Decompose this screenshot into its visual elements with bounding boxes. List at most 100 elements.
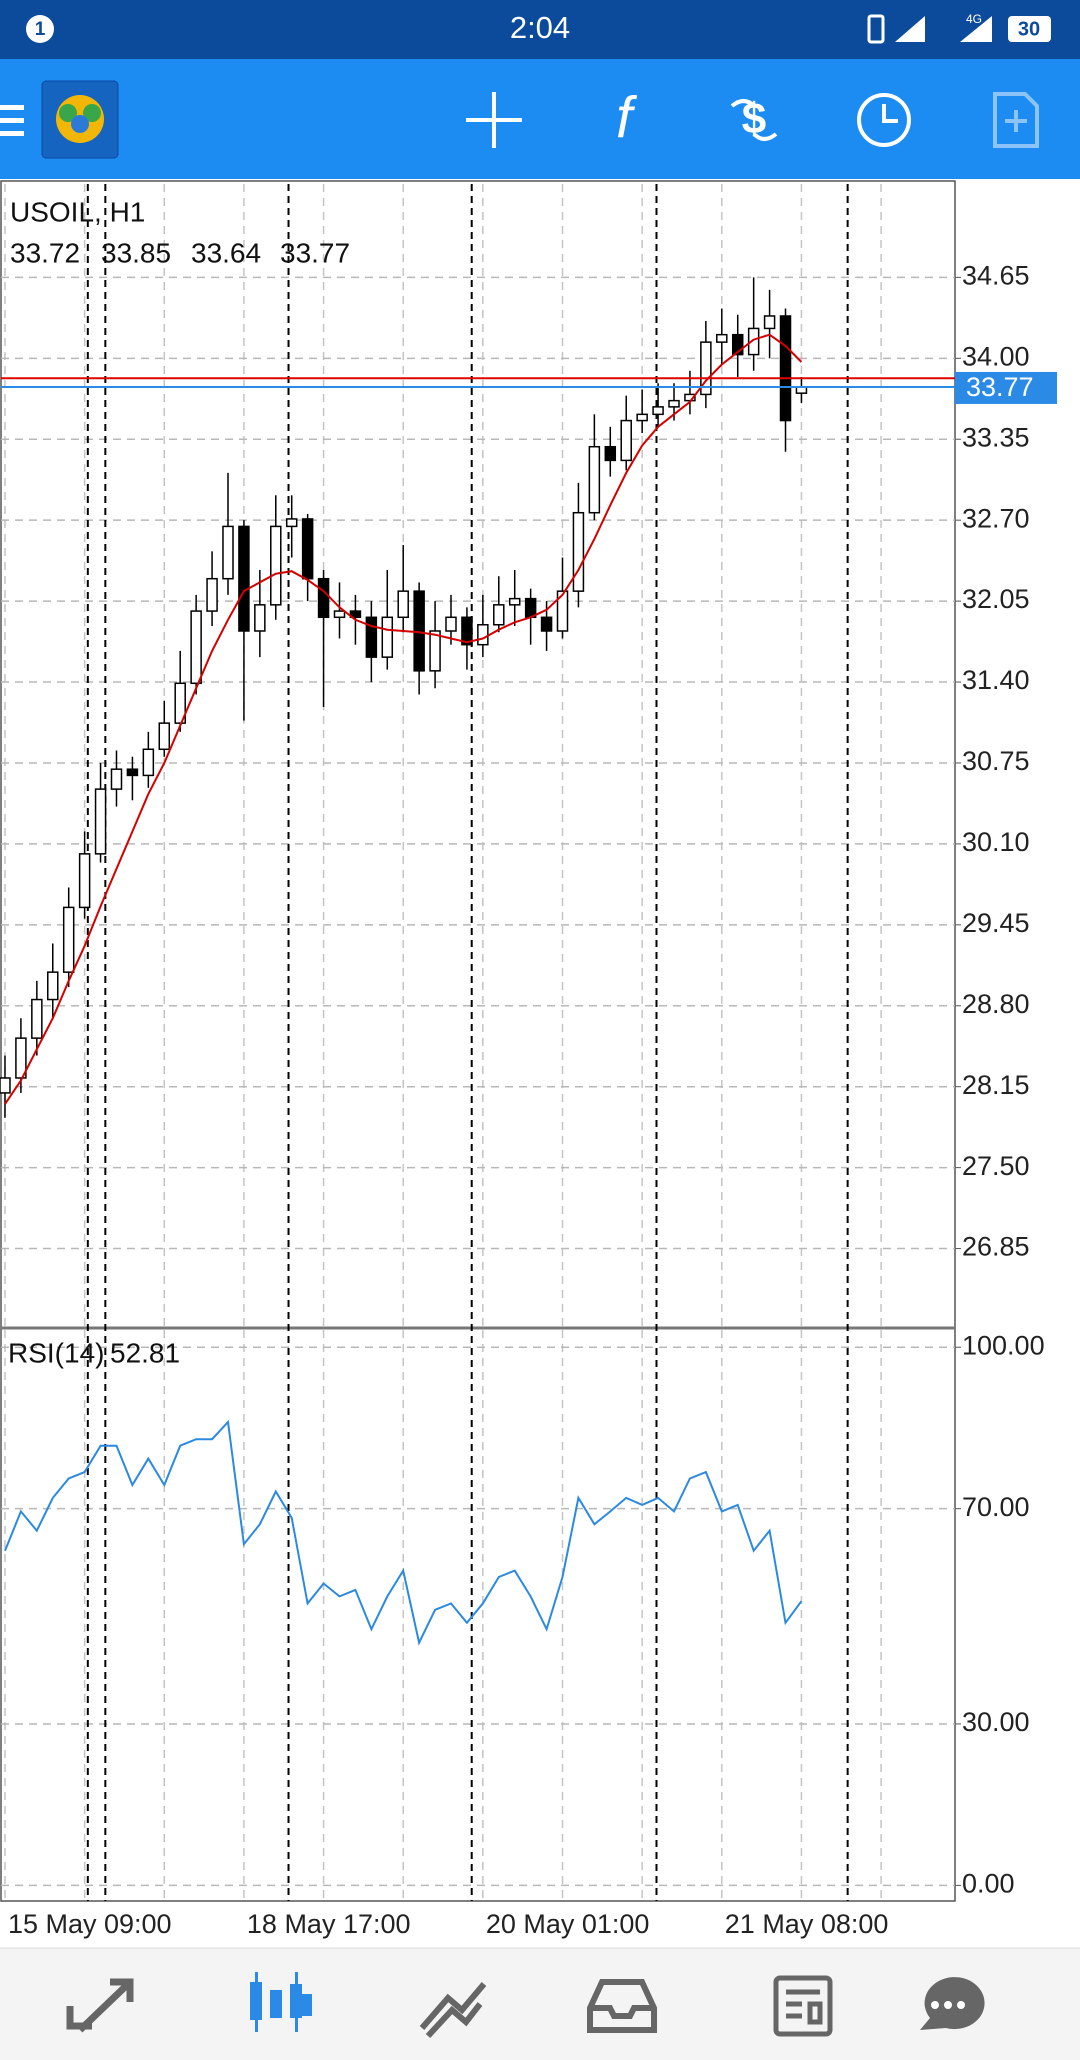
candle-body — [47, 971, 59, 1001]
candle-body — [604, 445, 617, 462]
candle-body — [31, 998, 43, 1039]
nav-trade[interactable] — [419, 1982, 487, 2039]
candle-body — [588, 445, 601, 514]
vibrate-icon — [867, 14, 885, 44]
y-tick-label: 30.75 — [962, 746, 1030, 776]
x-tick-label: 15 May 09:00 — [8, 1909, 172, 1939]
indicator-name: RSI(14) — [8, 1337, 104, 1368]
candle-body — [524, 597, 537, 619]
candle-body — [285, 518, 298, 528]
y-tick-label: 33.35 — [962, 422, 1030, 452]
candle-body — [110, 768, 123, 790]
candle-body — [508, 597, 521, 606]
candle-body — [716, 333, 728, 343]
candle-body — [445, 616, 457, 632]
candle-body — [15, 1037, 27, 1079]
moving-average — [4, 333, 803, 1105]
candle-body — [620, 419, 632, 462]
candle-body — [461, 616, 473, 646]
candle-body — [556, 590, 569, 632]
candle-body — [747, 327, 760, 356]
menu-button[interactable] — [0, 105, 24, 136]
candle-body — [779, 315, 792, 422]
candle-body — [365, 616, 378, 658]
candle-body — [206, 577, 218, 612]
candle-body — [381, 616, 394, 658]
y-tick-label: 100.00 — [962, 1330, 1045, 1360]
candle-body — [238, 525, 250, 632]
candle-body — [78, 853, 91, 909]
bottom-nav — [0, 1948, 1080, 2060]
battery-level: 30 — [1018, 18, 1040, 40]
plot-area: 26.85 27.50 28.15 28.80 29.45 30.10 30.75 31.40… — [0, 184, 1057, 1939]
x-tick-label: 20 May 01:00 — [486, 1909, 650, 1939]
ohlc-open: 33.72 — [10, 237, 80, 268]
candle-body — [126, 768, 139, 777]
y-tick-label: 32.05 — [962, 584, 1030, 614]
candle-body — [62, 906, 75, 973]
y-tick-label: 30.10 — [962, 827, 1030, 857]
x-tick-label: 18 May 17:00 — [247, 1909, 411, 1939]
new-order-button[interactable] — [993, 92, 1039, 148]
candle-body — [429, 630, 441, 672]
candle-body — [636, 413, 648, 422]
candle-body — [700, 341, 712, 396]
candle-body — [317, 577, 330, 619]
svg-text:$: $ — [742, 95, 766, 144]
candle-body — [652, 406, 664, 416]
candle-body — [270, 525, 282, 606]
notification-count: 1 — [35, 19, 46, 40]
y-tick-label: 29.45 — [962, 908, 1030, 938]
candle-body — [477, 624, 489, 646]
nav-quotes[interactable] — [66, 1978, 134, 2033]
crosshair-button[interactable] — [466, 92, 522, 148]
clock: 2:04 — [510, 10, 570, 45]
candle-body — [493, 604, 505, 626]
battery — [1008, 16, 1051, 42]
notification-badge — [26, 15, 54, 43]
timeframe-button[interactable] — [857, 93, 911, 147]
candle-body — [254, 604, 266, 632]
indicator-line — [4, 1419, 803, 1646]
candle-body — [142, 748, 155, 777]
candle-body — [158, 722, 171, 751]
ohlc-low: 33.64 — [191, 237, 261, 268]
status-bar — [0, 0, 1080, 59]
candle-body — [190, 610, 202, 685]
candle-body — [572, 511, 585, 592]
signal-icon — [895, 16, 925, 42]
candle-body — [94, 788, 107, 855]
candle-body — [397, 590, 409, 619]
candle-body — [540, 616, 553, 632]
candle-body — [349, 610, 362, 619]
indicator-value: 52.81 — [110, 1337, 180, 1368]
y-tick-label: 30.00 — [962, 1707, 1030, 1737]
candle-body — [0, 1077, 11, 1094]
candle-body — [333, 610, 346, 619]
bid-label-box — [955, 371, 1057, 404]
signal-icon — [960, 16, 992, 42]
chart-frame — [0, 180, 956, 1902]
nav-chart[interactable] — [250, 1972, 312, 2032]
ohlc-high: 33.85 — [101, 237, 171, 268]
y-tick-label: 28.15 — [962, 1070, 1030, 1100]
trade-button[interactable]: $ — [730, 95, 778, 144]
symbol-title: USOIL, H1 — [10, 196, 145, 227]
y-tick-label: 28.80 — [962, 989, 1030, 1019]
y-tick-label: 32.70 — [962, 503, 1030, 533]
candle-body — [301, 518, 314, 580]
nav-history[interactable] — [587, 1979, 657, 2033]
ohlc-close: 33.77 — [280, 237, 350, 268]
candle-body — [731, 333, 744, 356]
nav-chat[interactable] — [920, 1977, 985, 2030]
network-type: 4G — [966, 12, 982, 26]
y-tick-label: 0.00 — [962, 1869, 1015, 1899]
candle-body — [222, 525, 234, 580]
y-tick-label: 34.65 — [962, 261, 1030, 291]
app-logo[interactable] — [41, 80, 119, 159]
y-tick-label: 31.40 — [962, 665, 1030, 695]
nav-news[interactable] — [773, 1975, 833, 2037]
y-tick-label: 34.00 — [962, 341, 1030, 371]
